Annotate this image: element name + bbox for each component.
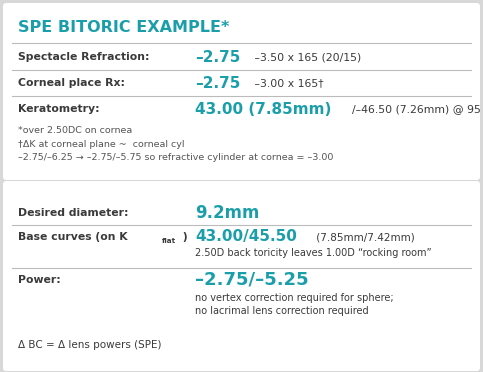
Text: (7.85mm/7.42mm): (7.85mm/7.42mm) xyxy=(313,232,415,242)
Text: Δ BC = Δ lens powers (SPE): Δ BC = Δ lens powers (SPE) xyxy=(18,340,161,350)
Text: flat: flat xyxy=(162,238,176,244)
Text: ): ) xyxy=(179,232,187,242)
Text: Base curves (on K: Base curves (on K xyxy=(18,232,128,242)
Text: –2.75: –2.75 xyxy=(195,49,241,64)
Text: SPE BITORIC EXAMPLE*: SPE BITORIC EXAMPLE* xyxy=(18,20,229,35)
Text: 2.50D back toricity leaves 1.00D “rocking room”: 2.50D back toricity leaves 1.00D “rockin… xyxy=(195,248,432,258)
Text: –2.75/–6.25 → –2.75/–5.75 so refractive cylinder at cornea = –3.00: –2.75/–6.25 → –2.75/–5.75 so refractive … xyxy=(18,153,333,162)
Text: –2.75: –2.75 xyxy=(195,76,241,90)
Text: –2.75/–5.25: –2.75/–5.25 xyxy=(195,271,309,289)
Text: *over 2.50DC on cornea: *over 2.50DC on cornea xyxy=(18,126,132,135)
Text: no lacrimal lens correction required: no lacrimal lens correction required xyxy=(195,306,369,316)
Text: 9.2mm: 9.2mm xyxy=(195,204,259,222)
Text: Corneal place Rx:: Corneal place Rx: xyxy=(18,78,125,88)
FancyBboxPatch shape xyxy=(3,3,480,180)
Text: Power:: Power: xyxy=(18,275,61,285)
Text: †ΔK at corneal plane ~  corneal cyl: †ΔK at corneal plane ~ corneal cyl xyxy=(18,140,185,149)
Text: /–46.50 (7.26mm) @ 95: /–46.50 (7.26mm) @ 95 xyxy=(352,104,481,114)
Text: Spectacle Refraction:: Spectacle Refraction: xyxy=(18,52,150,62)
Text: –3.50 x 165 (20/15): –3.50 x 165 (20/15) xyxy=(251,52,361,62)
Text: no vertex correction required for sphere;: no vertex correction required for sphere… xyxy=(195,293,394,303)
Text: Keratometry:: Keratometry: xyxy=(18,104,99,114)
FancyBboxPatch shape xyxy=(3,181,480,371)
Text: –3.00 x 165†: –3.00 x 165† xyxy=(251,78,324,88)
Text: Desired diameter:: Desired diameter: xyxy=(18,208,128,218)
Text: 43.00/45.50: 43.00/45.50 xyxy=(195,230,297,244)
Text: 43.00 (7.85mm): 43.00 (7.85mm) xyxy=(195,102,331,116)
